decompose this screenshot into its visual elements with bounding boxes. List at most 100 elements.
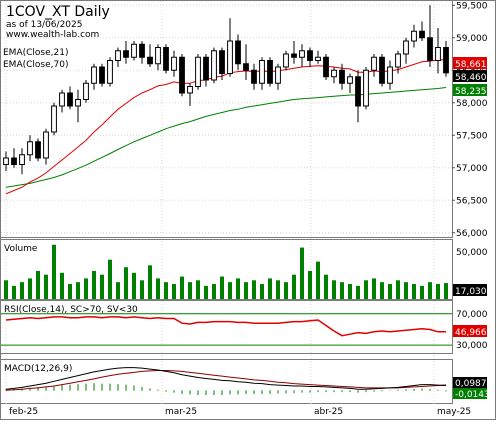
candle-down	[123, 50, 129, 58]
volume-bar	[164, 282, 168, 299]
candle-up	[43, 131, 49, 159]
rsi-tick-label: 70,000	[456, 310, 488, 320]
close-value-tag-label: 58,460	[455, 73, 487, 83]
ema-slow-series	[5, 87, 447, 188]
volume-bar	[108, 259, 112, 299]
rsi-tick-label: 30,000	[456, 341, 488, 351]
candle-up	[171, 56, 177, 71]
candle-up	[107, 60, 113, 84]
candle-down	[419, 30, 425, 39]
candle-down	[323, 56, 329, 78]
volume-bar	[428, 282, 432, 299]
candle-down	[251, 69, 257, 84]
macd-axis: 0,0987-0,0143	[453, 377, 490, 400]
volume-series	[4, 244, 448, 299]
candle-down	[235, 40, 241, 65]
candle-up	[283, 53, 289, 68]
candle-up	[115, 50, 121, 61]
candle-up	[371, 56, 377, 71]
volume-bar	[268, 278, 272, 299]
legend-ema-fast: EMA(Close,21)	[3, 48, 68, 58]
volume-bar	[12, 285, 16, 299]
candle-down	[427, 37, 433, 61]
candle-down	[267, 60, 273, 84]
candle-up	[411, 30, 417, 42]
macd-value-tag	[453, 377, 487, 388]
candle-down	[443, 47, 449, 74]
volume-bar	[372, 278, 376, 299]
candle-up	[59, 92, 65, 107]
volume-bar	[284, 282, 288, 299]
volume-bar	[132, 272, 136, 299]
candle-up	[347, 76, 353, 84]
candle-down	[163, 47, 169, 71]
as-of-date: as of 13/06/2025	[6, 20, 82, 30]
rsi-line	[5, 316, 446, 337]
x-gridlines	[5, 1, 435, 404]
macd-hist-value-tag	[453, 388, 487, 399]
volume-bar	[84, 278, 88, 299]
volume-bar	[68, 284, 72, 299]
volume-axis: 50,000 17,030	[453, 248, 488, 297]
volume-panel-title: Volume	[4, 244, 38, 254]
volume-bar	[252, 280, 256, 299]
volume-bar	[172, 284, 176, 299]
price-tick-label: 58,000	[456, 99, 488, 109]
price-panel-frame	[0, 0, 453, 238]
price-tick-label: 57,000	[456, 164, 488, 174]
candle-up	[187, 86, 193, 94]
candle-down	[147, 56, 153, 65]
candle-up	[19, 154, 25, 165]
candle-down	[339, 69, 345, 84]
ema-slow-line	[5, 87, 447, 188]
volume-bar	[92, 270, 96, 299]
candle-up	[331, 69, 337, 78]
candle-up	[435, 47, 441, 61]
volume-bar	[28, 278, 32, 299]
candle-down	[355, 76, 361, 107]
volume-bar	[316, 261, 320, 299]
candle-down	[243, 63, 249, 71]
chart-title: 1COV_XT Daily	[6, 4, 110, 20]
candle-up	[155, 47, 161, 65]
volume-bar	[220, 276, 224, 299]
volume-bar	[356, 285, 360, 299]
volume-panel-frame	[0, 239, 453, 300]
rsi-panel-title: RSI(Close,14), SC>70, SV<30	[4, 305, 138, 315]
x-tick-label: may-25	[437, 407, 471, 417]
volume-bar	[260, 284, 264, 299]
volume-bar	[308, 270, 312, 299]
volume-bar	[20, 282, 24, 299]
candle-down	[219, 50, 225, 74]
candle-up	[91, 66, 97, 84]
volume-bar	[188, 282, 192, 299]
ema-fast-value-tag-label: 58,661	[455, 60, 487, 70]
macd-hist-value-label: -0,0143	[455, 390, 490, 400]
price-tick-label: 57,500	[456, 131, 488, 141]
candle-up	[299, 50, 305, 58]
volume-tick-label: 50,000	[456, 248, 488, 258]
volume-bar	[148, 265, 152, 299]
candle-up	[403, 40, 409, 55]
rsi-series	[1, 313, 452, 346]
rsi-panel-frame	[0, 300, 453, 354]
candle-up	[83, 82, 89, 100]
volume-bar	[196, 280, 200, 299]
volume-bar	[124, 267, 128, 299]
x-tick-label: feb-25	[9, 407, 38, 417]
ema-fast-series	[5, 59, 446, 195]
close-value-tag	[453, 70, 487, 82]
volume-bar	[340, 282, 344, 299]
x-tick-label: mar-25	[165, 407, 197, 417]
candle-up	[195, 56, 201, 87]
candle-up	[75, 99, 81, 107]
macd-panel-frame	[0, 359, 453, 404]
candle-up	[227, 40, 233, 74]
candle-down	[291, 53, 297, 58]
volume-value-tag	[453, 284, 487, 296]
rsi-axis: 70,000 30,000 46,9661	[453, 310, 492, 351]
volume-bar	[404, 282, 408, 299]
volume-bar	[228, 282, 232, 299]
candle-down	[203, 56, 209, 81]
